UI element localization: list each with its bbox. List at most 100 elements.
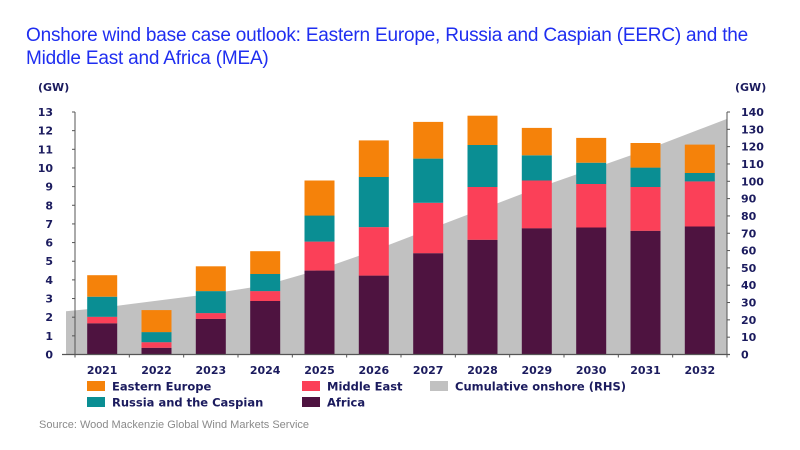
x-tick-label: 2032 (685, 364, 716, 377)
legend-label: Cumulative onshore (RHS) (455, 380, 626, 394)
right-tick-label: 120 (741, 141, 764, 154)
bar-stack-2023 (195, 266, 226, 355)
bar-stack-2021 (87, 275, 118, 355)
bar-stack-2024 (250, 251, 281, 355)
x-tick-label: 2022 (141, 364, 172, 377)
right-tick-label: 0 (741, 349, 749, 362)
legend-label: Africa (327, 396, 365, 410)
bar-layer (87, 115, 715, 355)
right-tick-label: 20 (741, 314, 757, 327)
x-tick-label: 2021 (87, 364, 118, 377)
right-tick-label: 80 (741, 210, 757, 223)
bar-eastern-europe-2029 (521, 127, 552, 156)
cumulative-area-layer (66, 118, 727, 355)
bar-africa-2030 (576, 227, 607, 355)
x-tick-label: 2031 (630, 364, 661, 377)
bar-middle-east-2021 (87, 316, 118, 324)
left-tick-label: 7 (45, 218, 53, 231)
bar-africa-2026 (358, 275, 389, 355)
x-tick-label: 2027 (413, 364, 444, 377)
bar-russia-and-the-caspian-2028 (467, 145, 498, 187)
bar-eastern-europe-2025 (304, 180, 335, 216)
bar-stack-2030 (576, 137, 607, 355)
left-tick-label: 3 (45, 293, 53, 306)
bar-africa-2025 (304, 270, 335, 355)
bar-africa-2028 (467, 239, 498, 355)
right-tick-label: 110 (741, 158, 764, 171)
left-tick-label: 0 (45, 349, 53, 362)
bar-russia-and-the-caspian-2030 (576, 162, 607, 184)
legend-item: Eastern Europe (87, 380, 211, 394)
bar-russia-and-the-caspian-2023 (195, 291, 226, 314)
right-tick-label: 100 (741, 175, 764, 188)
axis-layer: 0123456789101112130102030405060708090100… (38, 106, 765, 377)
x-tick-label: 2030 (576, 364, 607, 377)
bar-eastern-europe-2022 (141, 310, 172, 333)
bar-eastern-europe-2027 (413, 121, 444, 159)
bar-africa-2024 (250, 301, 281, 355)
legend-label: Middle East (327, 380, 403, 394)
legend-swatch (87, 381, 105, 391)
right-axis-unit: (GW) (735, 81, 766, 94)
x-tick-label: 2023 (196, 364, 227, 377)
legend-item: Russia and the Caspian (87, 396, 263, 410)
bar-africa-2022 (141, 347, 172, 355)
bar-eastern-europe-2031 (630, 143, 661, 168)
source-note: Source: Wood Mackenzie Global Wind Marke… (39, 419, 310, 431)
legend-item: Africa (302, 396, 365, 410)
left-tick-label: 8 (45, 199, 53, 212)
legend-label: Eastern Europe (112, 380, 211, 394)
right-tick-label: 10 (741, 331, 757, 344)
bar-stack-2028 (467, 115, 498, 355)
bar-middle-east-2032 (684, 181, 715, 227)
cumulative-onshore-area (66, 118, 727, 355)
bar-russia-and-the-caspian-2032 (684, 173, 715, 182)
bar-russia-and-the-caspian-2025 (304, 215, 335, 242)
x-tick-label: 2028 (467, 364, 498, 377)
bar-eastern-europe-2023 (195, 266, 226, 292)
legend-swatch (87, 397, 105, 407)
bar-middle-east-2029 (521, 180, 552, 229)
right-tick-label: 60 (741, 245, 757, 258)
left-axis-unit: (GW) (38, 81, 69, 94)
bar-eastern-europe-2032 (684, 144, 715, 173)
x-tick-label: 2026 (359, 364, 390, 377)
bar-middle-east-2023 (195, 313, 226, 319)
bar-eastern-europe-2024 (250, 251, 281, 274)
bar-africa-2032 (684, 226, 715, 355)
legend-swatch (302, 381, 320, 391)
bar-russia-and-the-caspian-2031 (630, 167, 661, 187)
chart-title: Onshore wind base case outlook: Eastern … (26, 25, 749, 69)
bar-middle-east-2026 (358, 227, 389, 276)
bar-russia-and-the-caspian-2027 (413, 158, 444, 203)
bar-eastern-europe-2026 (358, 140, 389, 177)
right-tick-label: 90 (741, 193, 757, 206)
left-tick-label: 4 (45, 274, 53, 287)
right-tick-label: 50 (741, 262, 757, 275)
bar-middle-east-2025 (304, 241, 335, 271)
left-tick-label: 2 (45, 311, 53, 324)
x-tick-label: 2024 (250, 364, 281, 377)
right-tick-label: 70 (741, 227, 757, 240)
bar-middle-east-2024 (250, 291, 281, 301)
bar-stack-2031 (630, 143, 661, 355)
right-tick-label: 140 (741, 106, 764, 119)
bar-eastern-europe-2021 (87, 275, 118, 297)
bar-stack-2032 (684, 144, 715, 355)
bar-russia-and-the-caspian-2021 (87, 296, 118, 317)
x-tick-label: 2029 (522, 364, 553, 377)
bar-middle-east-2027 (413, 202, 444, 254)
x-tick-label: 2025 (304, 364, 335, 377)
bar-middle-east-2022 (141, 342, 172, 348)
bar-russia-and-the-caspian-2026 (358, 176, 389, 228)
left-tick-label: 13 (38, 106, 53, 119)
bar-stack-2029 (521, 127, 552, 355)
left-tick-label: 10 (38, 162, 54, 175)
bar-stack-2025 (304, 180, 335, 355)
left-tick-label: 12 (38, 125, 53, 138)
bar-stack-2026 (358, 140, 389, 355)
bar-africa-2027 (413, 253, 444, 355)
left-tick-label: 1 (45, 330, 53, 343)
legend: Eastern Europe Middle East Cumulative onsh… (87, 380, 626, 410)
